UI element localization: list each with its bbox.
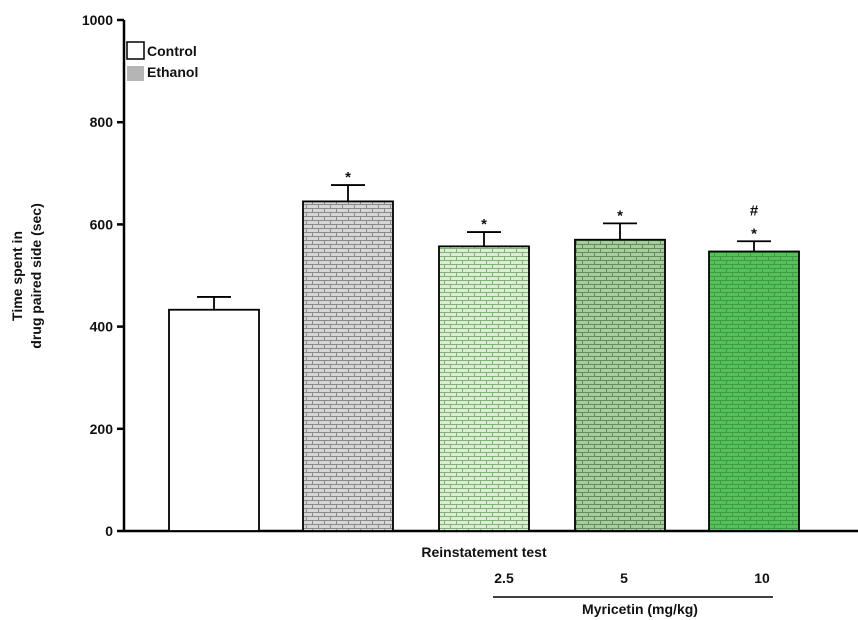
- bar-group: *: [438, 216, 530, 532]
- bar-group: *: [302, 169, 394, 532]
- bar: [574, 238, 666, 532]
- legend: Control Ethanol: [126, 41, 198, 81]
- bar-group: *: [574, 207, 666, 532]
- bar: [302, 200, 394, 532]
- bar: [708, 250, 800, 532]
- dose-label: 5: [620, 570, 628, 586]
- y-axis-title-line-2: drug paired side (sec): [28, 203, 44, 348]
- y-tick-label: 0: [105, 523, 113, 539]
- bar-group: [168, 296, 260, 532]
- legend-swatch-ethanol: [127, 66, 144, 81]
- y-tick-label: 1000: [82, 12, 113, 28]
- y-axis-ticks: 0 200 400 600 800 1000: [82, 12, 124, 539]
- significance-marker: #: [750, 202, 759, 219]
- y-axis-title-line-1: Time spent in: [9, 231, 25, 321]
- y-tick-label: 800: [90, 114, 114, 130]
- dose-labels: 2.5 5 10: [494, 570, 770, 586]
- significance-marker: *: [751, 225, 757, 242]
- legend-label-control: Control: [147, 43, 197, 59]
- dose-label: 2.5: [494, 570, 514, 586]
- bar: [168, 308, 260, 532]
- dose-label: 10: [754, 570, 770, 586]
- x-axis-title: Reinstatement test: [421, 544, 547, 560]
- legend-swatch-control: [126, 41, 145, 60]
- y-tick-label: 600: [90, 216, 114, 232]
- y-tick-label: 200: [90, 421, 114, 437]
- bar: [438, 245, 530, 532]
- significance-marker: *: [617, 207, 623, 224]
- bar-group: #*: [708, 202, 800, 532]
- treatment-label: Myricetin (mg/kg): [582, 601, 698, 617]
- bars: *** #*: [168, 169, 800, 532]
- significance-marker: *: [345, 169, 351, 186]
- significance-marker: *: [481, 216, 487, 233]
- y-tick-label: 400: [90, 319, 114, 335]
- legend-label-ethanol: Ethanol: [147, 64, 198, 80]
